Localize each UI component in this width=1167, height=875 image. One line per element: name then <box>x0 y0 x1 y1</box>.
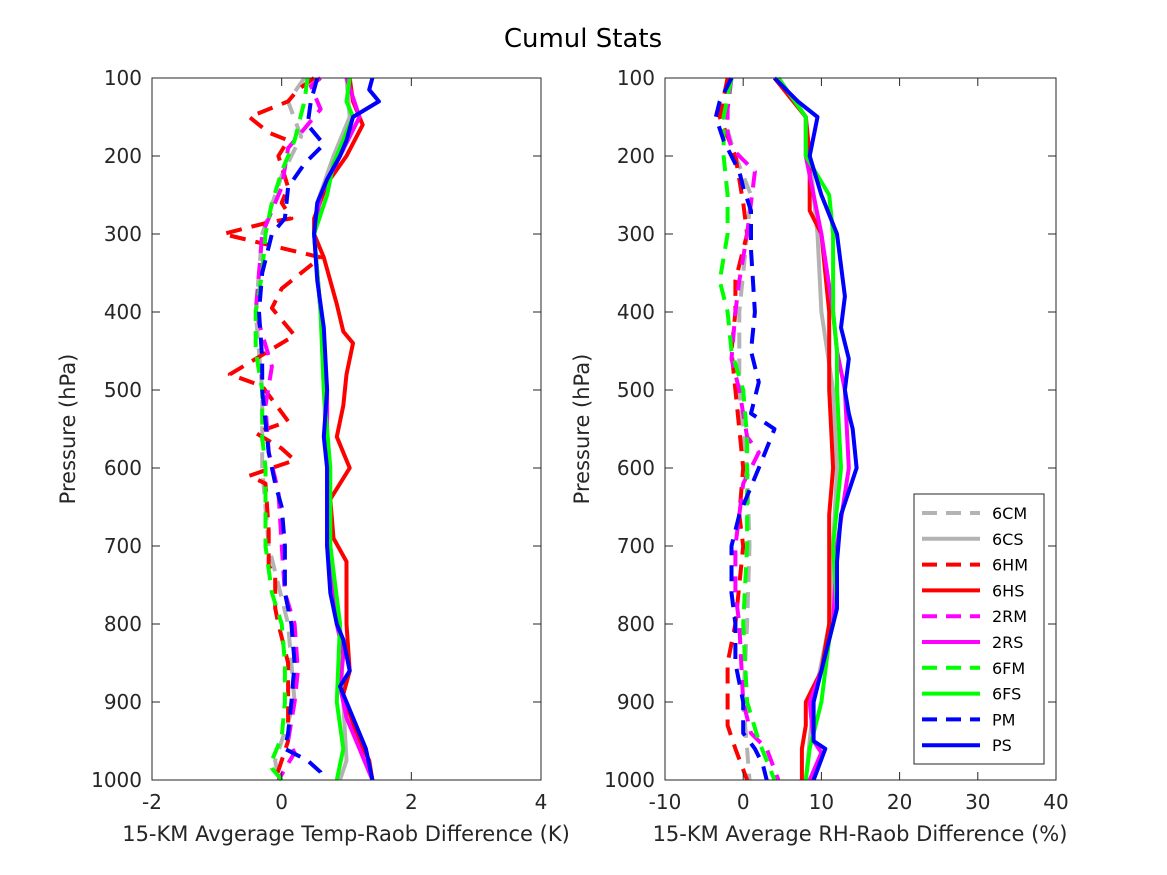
tick-marks-left <box>151 77 542 781</box>
legend-label-6fm: 6FM <box>992 659 1025 678</box>
legend-label-pm: PM <box>992 710 1015 729</box>
axes-box-left <box>151 77 542 781</box>
tick-marks-right <box>664 77 1057 781</box>
x-tick-labels-left: -2 0 2 4 <box>142 790 547 814</box>
x-tick-label: 30 <box>965 790 990 814</box>
y-tick-label: 400 <box>617 300 655 324</box>
x-tick-labels-right: -10 0 10 20 30 40 <box>649 790 1069 814</box>
y-tick-labels-right: 100 200 300 400 500 600 700 800 900 1000 <box>604 66 655 792</box>
y-tick-label: 200 <box>104 144 142 168</box>
legend-box <box>913 493 1045 765</box>
x-tick-label: 10 <box>809 790 834 814</box>
legend-label-2rs: 2RS <box>992 633 1023 652</box>
series-line-6fm-right <box>717 77 777 781</box>
y-tick-label: 200 <box>617 144 655 168</box>
y-tick-label: 900 <box>104 690 142 714</box>
y-tick-label: 1000 <box>91 768 142 792</box>
y-tick-label: 600 <box>104 456 142 480</box>
y-tick-label: 300 <box>104 222 142 246</box>
x-tick-label: -10 <box>649 790 682 814</box>
series-line-ps-right <box>773 76 859 781</box>
legend-label-6cs: 6CS <box>992 530 1024 549</box>
x-tick-label: 20 <box>887 790 912 814</box>
axes-box-right <box>664 77 1057 781</box>
y-tick-labels-left: 100 200 300 400 500 600 700 800 900 1000 <box>91 66 142 792</box>
y-tick-label: 800 <box>617 612 655 636</box>
x-tick-label: 0 <box>737 790 750 814</box>
y-tick-label: 500 <box>104 378 142 402</box>
series-line-6hm-left <box>221 76 323 781</box>
figure-title: Cumul Stats <box>504 24 662 54</box>
x-axis-label-right: 15-KM Average RH-Raob Difference (%) <box>653 822 1068 846</box>
series-line-pm-right <box>713 77 777 781</box>
y-tick-label: 500 <box>617 378 655 402</box>
series-lines-right <box>713 76 859 781</box>
y-axis-label-right: Pressure (hPa) <box>570 354 594 505</box>
y-tick-label: 1000 <box>604 768 655 792</box>
series-line-2rm-left <box>253 76 323 782</box>
x-axis-label-left: 15-KM Avgerage Temp-Raob Difference (K) <box>122 822 570 846</box>
series-line-ps-left <box>312 77 381 781</box>
legend-label-6cm: 6CM <box>992 504 1027 523</box>
chart-panel-right: -10 0 10 20 30 40 100 200 300 400 500 600 700 800 900… <box>570 66 1069 846</box>
series-line-6hm-right <box>717 77 750 781</box>
legend-label-ps: PS <box>992 736 1012 755</box>
x-tick-label: 2 <box>405 790 418 814</box>
y-tick-label: 600 <box>617 456 655 480</box>
y-tick-label: 900 <box>617 690 655 714</box>
series-line-2rm-right <box>725 77 781 781</box>
chart-panel-left: -2 0 2 4 100 200 300 400 500 600 700 800 900 1000 15… <box>56 66 570 846</box>
y-tick-label: 300 <box>617 222 655 246</box>
series-line-pm-left <box>257 77 326 781</box>
legend: 6CM 6CS 6HM 6HS 2RM 2RS 6FM 6FS PM PS <box>913 493 1045 765</box>
legend-label-2rm: 2RM <box>992 607 1027 626</box>
legend-items: 6CM 6CS 6HM 6HS 2RM 2RS 6FM 6FS PM PS <box>922 504 1028 755</box>
x-tick-label: 4 <box>535 790 548 814</box>
legend-label-6hm: 6HM <box>992 556 1028 575</box>
x-tick-label: -2 <box>142 790 162 814</box>
x-tick-label: 40 <box>1043 790 1068 814</box>
legend-label-6fs: 6FS <box>992 685 1021 704</box>
legend-label-6hs: 6HS <box>992 581 1024 600</box>
y-tick-label: 400 <box>104 300 142 324</box>
series-line-6cs-left <box>312 77 352 781</box>
y-tick-label: 100 <box>104 66 142 90</box>
y-tick-label: 100 <box>617 66 655 90</box>
y-tick-label: 800 <box>104 612 142 636</box>
y-axis-label-left: Pressure (hPa) <box>56 354 80 505</box>
series-line-6fm-left <box>253 77 310 782</box>
x-tick-label: 0 <box>275 790 288 814</box>
y-tick-label: 700 <box>104 534 142 558</box>
y-tick-label: 700 <box>617 534 655 558</box>
series-lines-left <box>221 76 381 782</box>
